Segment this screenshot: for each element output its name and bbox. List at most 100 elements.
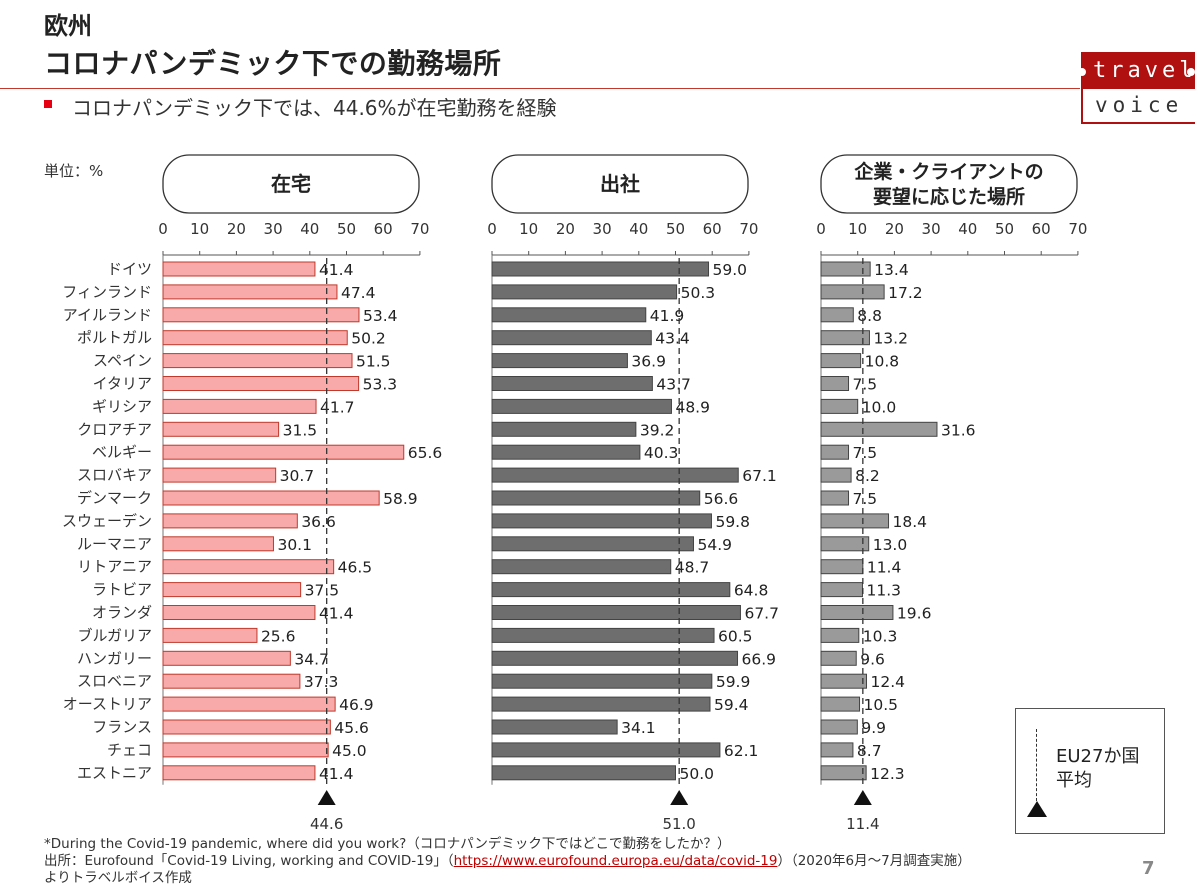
bar — [820, 261, 871, 277]
x-tick-label: 20 — [885, 220, 904, 238]
footer-question: *During the Covid-19 pandemic, where did… — [44, 836, 731, 852]
bar-value-label: 8.8 — [857, 307, 882, 325]
logo-dot-left — [1078, 68, 1086, 76]
bar — [491, 719, 618, 735]
bar — [162, 421, 280, 437]
panel-header-title: 在宅 — [271, 172, 311, 196]
bar-value-label: 60.5 — [718, 627, 753, 645]
bar-value-label: 31.5 — [283, 421, 318, 439]
bar — [491, 421, 637, 437]
bar-value-label: 43.4 — [655, 330, 690, 348]
panel-header-title-line2: 要望に応じた場所 — [873, 185, 1025, 208]
bar — [162, 582, 302, 598]
bar — [820, 696, 861, 712]
bar — [820, 421, 938, 437]
bar-value-label: 12.4 — [871, 673, 906, 691]
bar — [491, 467, 739, 483]
bar-value-label: 34.7 — [294, 650, 329, 668]
x-tick-label: 10 — [848, 220, 867, 238]
bar — [162, 513, 298, 529]
bar — [820, 284, 885, 300]
bar — [162, 490, 380, 506]
legend-text: EU27か国 平均 — [1056, 745, 1139, 793]
category-label: アイルランド — [63, 306, 152, 324]
bar — [491, 398, 672, 414]
bar-value-label: 10.3 — [863, 627, 898, 645]
bar-value-label: 50.2 — [351, 330, 386, 348]
bar-value-label: 31.6 — [941, 421, 976, 439]
bar-value-label: 48.7 — [675, 559, 710, 577]
category-label: スウェーデン — [62, 512, 152, 530]
bar — [820, 582, 863, 598]
footer-source-suffix: ）（2020年6月～7月調査実施） — [777, 853, 971, 869]
footer: *During the Covid-19 pandemic, where did… — [44, 836, 971, 887]
bar — [820, 559, 864, 575]
bar-value-label: 59.8 — [715, 513, 750, 531]
bar-value-label: 46.5 — [338, 559, 373, 577]
bar-value-label: 64.8 — [734, 582, 769, 600]
bar — [162, 284, 338, 300]
x-tick-label: 40 — [300, 220, 319, 238]
bar — [491, 673, 713, 689]
bar-value-label: 51.5 — [356, 353, 391, 371]
x-tick-label: 0 — [158, 220, 168, 238]
category-label: フランス — [92, 718, 152, 736]
bar-value-label: 40.3 — [644, 444, 679, 462]
logo-word-voice: voice — [1095, 93, 1184, 117]
bar-value-label: 48.9 — [675, 398, 710, 416]
x-tick-label: 50 — [666, 220, 685, 238]
bar-value-label: 46.9 — [339, 696, 374, 714]
bar-value-label: 11.3 — [866, 582, 901, 600]
legend-triangle-icon — [1027, 801, 1047, 817]
bar — [820, 719, 858, 735]
bar-value-label: 41.9 — [650, 307, 685, 325]
bar — [491, 490, 701, 506]
x-tick-label: 60 — [1032, 220, 1051, 238]
logo-top-band — [1083, 54, 1195, 89]
bar — [491, 513, 712, 529]
bar — [820, 307, 854, 323]
category-label: ギリシア — [92, 397, 152, 415]
bar — [162, 765, 316, 781]
x-tick-label: 70 — [739, 220, 758, 238]
category-label: エストニア — [77, 764, 152, 782]
average-value-label: 51.0 — [662, 815, 695, 833]
x-tick-label: 0 — [487, 220, 497, 238]
category-label: クロアチア — [77, 420, 152, 438]
bar-value-label: 36.9 — [631, 353, 666, 371]
category-label: リトアニア — [77, 558, 152, 576]
category-label: スペイン — [93, 352, 152, 370]
bar — [491, 444, 641, 460]
category-label: スロバキア — [77, 466, 152, 484]
bar — [162, 627, 258, 643]
x-tick-label: 10 — [519, 220, 538, 238]
bar — [820, 742, 854, 758]
bar-value-label: 7.5 — [853, 490, 878, 508]
average-triangle-icon — [853, 790, 872, 805]
category-label: デンマーク — [77, 489, 152, 507]
bar — [491, 353, 628, 369]
footer-source-link[interactable]: https://www.eurofound.europa.eu/data/cov… — [453, 853, 778, 869]
panel-header-title: 出社 — [600, 172, 640, 196]
logo-word-travel: travel — [1093, 58, 1197, 83]
bar — [820, 536, 870, 552]
category-label: フィンランド — [62, 283, 152, 301]
x-tick-label: 30 — [922, 220, 941, 238]
x-tick-label: 60 — [703, 220, 722, 238]
bar-value-label: 59.0 — [713, 261, 748, 279]
bar-value-label: 59.4 — [714, 696, 749, 714]
bar — [491, 376, 653, 391]
category-label: ハンガリー — [77, 649, 152, 667]
category-label: ドイツ — [107, 260, 152, 278]
bar — [491, 605, 741, 620]
travelvoice-logo: travel voice — [1078, 52, 1197, 124]
category-label: オーストリア — [63, 695, 152, 713]
bar-value-label: 47.4 — [341, 284, 376, 302]
average-value-label: 11.4 — [846, 815, 879, 833]
category-label: スロベニア — [77, 672, 152, 690]
bar — [162, 605, 316, 620]
logo-dot-right — [1187, 68, 1195, 76]
bar — [491, 559, 672, 575]
bar-value-label: 17.2 — [888, 284, 923, 302]
bar-value-label: 62.1 — [724, 742, 759, 760]
